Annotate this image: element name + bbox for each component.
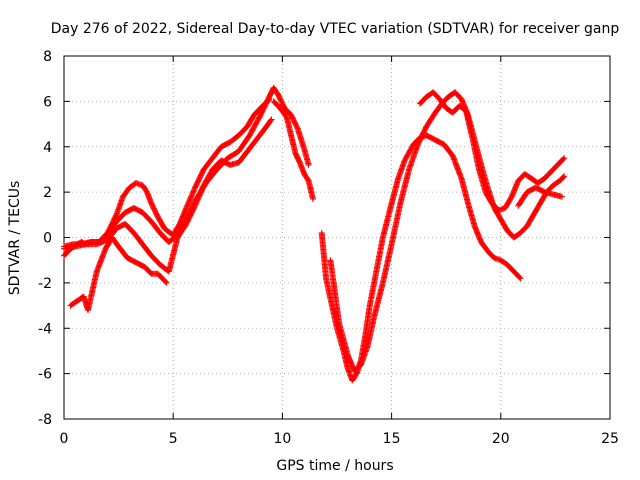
data-point <box>163 279 170 286</box>
y-tick-label: 4 <box>43 140 52 156</box>
data-point <box>517 275 524 282</box>
x-tick-label: 0 <box>60 431 69 447</box>
x-axis-label: GPS time / hours <box>276 458 393 474</box>
y-tick-label: 0 <box>43 231 52 247</box>
data-points <box>61 84 568 384</box>
y-tick-label: 6 <box>43 94 52 110</box>
series-track-8 <box>416 89 568 214</box>
y-tick-label: -8 <box>38 412 52 428</box>
y-tick-label: 8 <box>43 49 52 65</box>
axis-ticks: 0 5 10 15 20 25 -8 -6 -4 -2 0 2 4 6 8 <box>38 49 619 447</box>
data-point <box>162 278 169 285</box>
data-point <box>561 173 568 180</box>
series-track-7 <box>327 89 568 375</box>
data-point <box>560 156 567 163</box>
y-axis-label: SDTVAR / TECUs <box>7 181 23 296</box>
x-tick-label: 25 <box>601 431 619 447</box>
y-tick-label: -2 <box>38 276 52 292</box>
chart-title: Day 276 of 2022, Sidereal Day-to-day VTE… <box>51 21 620 37</box>
data-point <box>560 174 567 181</box>
series-track-9 <box>515 184 565 209</box>
data-point <box>309 195 316 202</box>
grid <box>64 56 610 419</box>
series-track-6 <box>318 132 524 384</box>
data-point <box>305 161 312 168</box>
data-point <box>267 117 274 124</box>
data-point <box>516 274 523 281</box>
data-point <box>268 116 275 123</box>
series-track-5 <box>270 98 316 202</box>
x-tick-label: 15 <box>383 431 401 447</box>
x-tick-label: 10 <box>273 431 291 447</box>
x-tick-label: 5 <box>169 431 178 447</box>
y-tick-label: 2 <box>43 185 52 201</box>
y-tick-label: -4 <box>38 321 52 337</box>
data-point <box>558 193 565 200</box>
series-track-4 <box>67 234 170 314</box>
y-tick-label: -6 <box>38 367 52 383</box>
series-track-3 <box>61 116 275 275</box>
x-tick-label: 20 <box>492 431 510 447</box>
data-point <box>561 155 568 162</box>
